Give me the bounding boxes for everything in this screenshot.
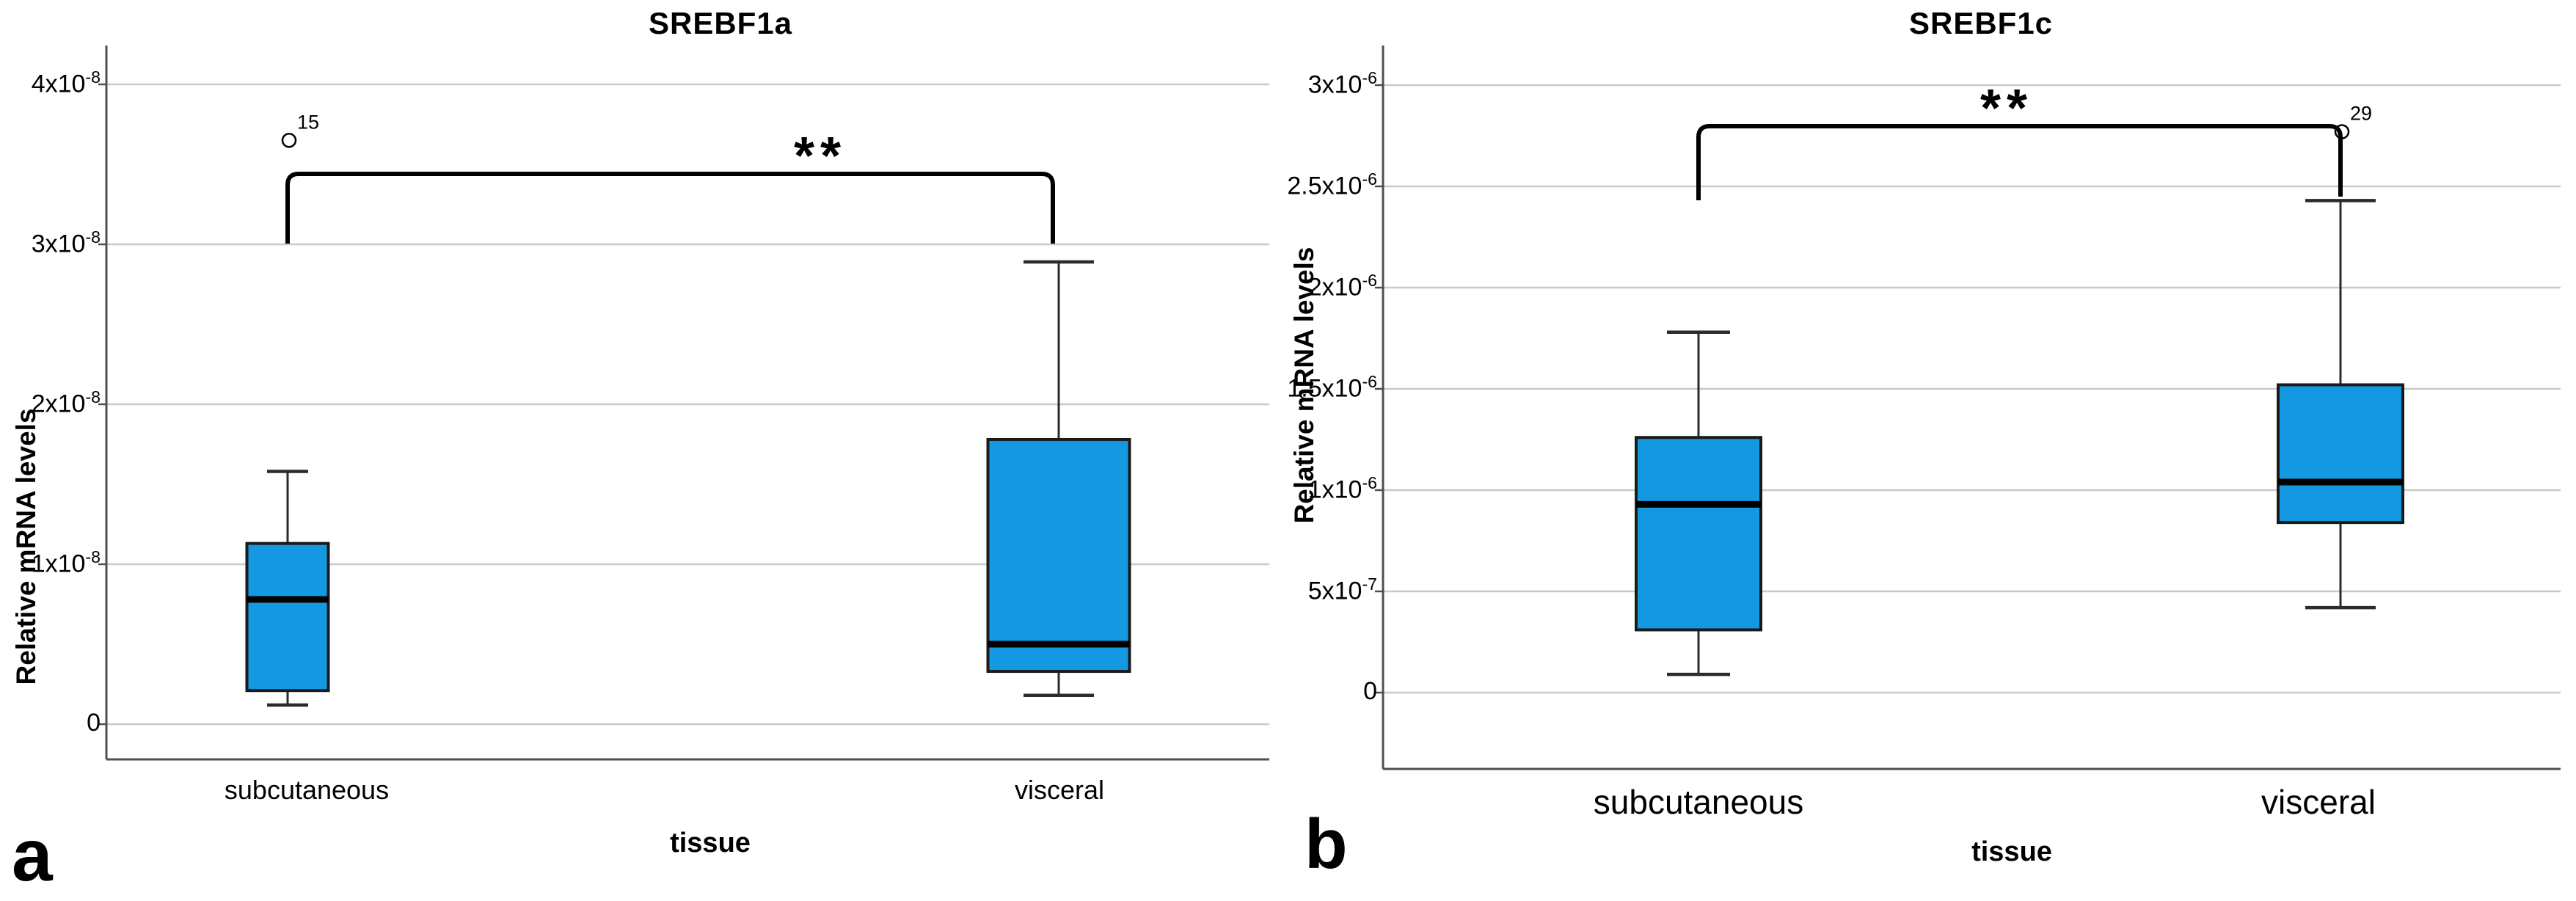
category-label-subcutaneous-a: subcutaneous [224, 775, 390, 805]
y-axis-tick-label: 0 [1363, 676, 1377, 705]
y-axis-tick-label: 3x10-6 [1307, 68, 1377, 99]
significance-bracket [1696, 124, 2343, 200]
outlier-label: 15 [297, 111, 319, 133]
y-axis-tick-label: 3x10-8 [31, 227, 101, 258]
chart-title-srebf1a: SREBF1a [648, 6, 793, 40]
y-axis-tick-label: 1x10-8 [31, 547, 101, 578]
significance-stars-a: ** [793, 127, 847, 186]
y-axis-tick-label: 5x10-7 [1307, 574, 1377, 605]
category-label-visceral-a: visceral [1014, 775, 1105, 805]
significance-bracket [285, 172, 1055, 244]
category-label-subcutaneous-b: subcutaneous [1593, 783, 1804, 821]
y-axis-tick-label: 2x10-6 [1307, 271, 1377, 302]
y-axis-tick-label: 1.5x10-6 [1287, 372, 1377, 403]
box-visceral [2277, 383, 2404, 525]
outlier-point [281, 133, 297, 148]
outlier-label: 29 [2350, 102, 2372, 124]
x-axis-title-a: tissue [670, 828, 751, 858]
y-axis-title-a: Relative mRNA levels [11, 408, 41, 685]
category-label-visceral-b: visceral [2261, 783, 2376, 821]
y-axis-tick-label: 0 [87, 708, 101, 737]
panel-letter-b: b [1305, 805, 1348, 883]
y-axis-tick-label: 4x10-8 [31, 68, 101, 98]
significance-stars-b: ** [1980, 79, 2034, 138]
y-axis-tick-label: 2.5x10-6 [1287, 169, 1377, 200]
y-axis-tick-label: 1x10-6 [1307, 473, 1377, 504]
panel-letter-a: a [12, 814, 53, 897]
box-subcutaneous [245, 541, 330, 693]
chart-title-srebf1c: SREBF1c [1908, 6, 2054, 40]
x-axis-title-b: tissue [1971, 836, 2052, 867]
box-subcutaneous [1635, 436, 1762, 632]
y-axis-tick-label: 2x10-8 [31, 387, 101, 418]
box-visceral [986, 437, 1131, 674]
